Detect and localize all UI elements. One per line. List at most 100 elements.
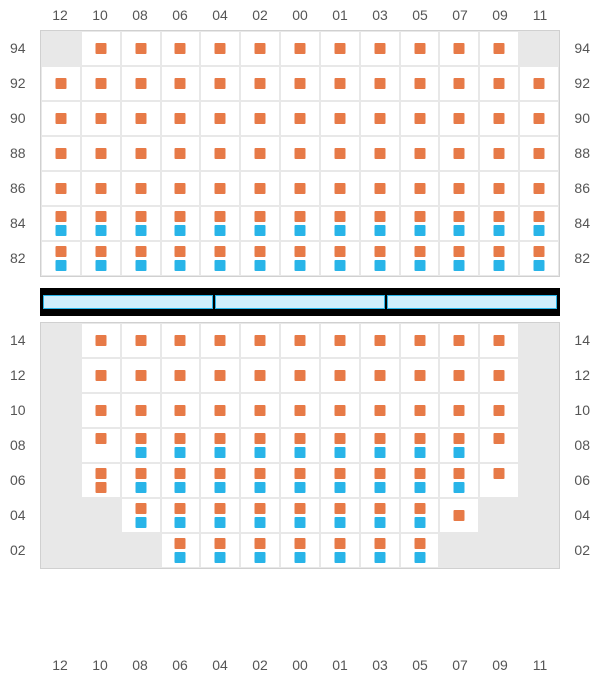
seat-cell[interactable] (161, 66, 201, 101)
seat-cell[interactable] (121, 171, 161, 206)
seat-cell[interactable] (121, 358, 161, 393)
seat-cell[interactable] (400, 463, 440, 498)
seat-cell[interactable] (400, 136, 440, 171)
seat-cell[interactable] (320, 393, 360, 428)
seat-cell[interactable] (479, 241, 519, 276)
seat-cell[interactable] (320, 171, 360, 206)
seat-cell[interactable] (240, 31, 280, 66)
seat-cell[interactable] (240, 66, 280, 101)
seat-cell[interactable] (320, 463, 360, 498)
seat-cell[interactable] (41, 66, 81, 101)
seat-cell[interactable] (81, 31, 121, 66)
seat-cell[interactable] (360, 136, 400, 171)
seat-cell[interactable] (161, 393, 201, 428)
seat-cell[interactable] (121, 31, 161, 66)
seat-cell[interactable] (121, 428, 161, 463)
seat-cell[interactable] (121, 463, 161, 498)
seat-cell[interactable] (121, 498, 161, 533)
seat-cell[interactable] (200, 428, 240, 463)
seat-cell[interactable] (439, 101, 479, 136)
seat-cell[interactable] (360, 498, 400, 533)
seat-cell[interactable] (439, 171, 479, 206)
seat-cell[interactable] (400, 101, 440, 136)
seat-cell[interactable] (439, 393, 479, 428)
seat-cell[interactable] (81, 393, 121, 428)
seat-cell[interactable] (320, 323, 360, 358)
seat-cell[interactable] (81, 171, 121, 206)
seat-cell[interactable] (200, 533, 240, 568)
seat-cell[interactable] (200, 171, 240, 206)
seat-cell[interactable] (400, 393, 440, 428)
seat-cell[interactable] (280, 136, 320, 171)
seat-cell[interactable] (240, 428, 280, 463)
seat-cell[interactable] (240, 358, 280, 393)
seat-cell[interactable] (400, 428, 440, 463)
seat-cell[interactable] (121, 136, 161, 171)
seat-cell[interactable] (360, 31, 400, 66)
seat-cell[interactable] (240, 498, 280, 533)
seat-cell[interactable] (360, 428, 400, 463)
seat-cell[interactable] (400, 241, 440, 276)
seat-cell[interactable] (200, 66, 240, 101)
seat-cell[interactable] (240, 241, 280, 276)
seat-cell[interactable] (519, 101, 559, 136)
seat-cell[interactable] (479, 136, 519, 171)
seat-cell[interactable] (400, 171, 440, 206)
seat-cell[interactable] (240, 323, 280, 358)
seat-cell[interactable] (240, 533, 280, 568)
seat-cell[interactable] (280, 428, 320, 463)
seat-cell[interactable] (320, 31, 360, 66)
seat-cell[interactable] (200, 241, 240, 276)
seat-cell[interactable] (439, 66, 479, 101)
seat-cell[interactable] (121, 241, 161, 276)
seat-cell[interactable] (240, 101, 280, 136)
seat-cell[interactable] (200, 206, 240, 241)
seat-cell[interactable] (161, 171, 201, 206)
seat-cell[interactable] (360, 241, 400, 276)
seat-cell[interactable] (280, 101, 320, 136)
seat-cell[interactable] (360, 323, 400, 358)
seat-cell[interactable] (81, 206, 121, 241)
seat-cell[interactable] (320, 358, 360, 393)
seat-cell[interactable] (200, 393, 240, 428)
seat-cell[interactable] (479, 393, 519, 428)
seat-cell[interactable] (161, 428, 201, 463)
seat-cell[interactable] (439, 241, 479, 276)
seat-cell[interactable] (439, 206, 479, 241)
seat-cell[interactable] (479, 428, 519, 463)
seat-cell[interactable] (320, 533, 360, 568)
seat-cell[interactable] (200, 31, 240, 66)
seat-cell[interactable] (240, 393, 280, 428)
seat-cell[interactable] (439, 31, 479, 66)
seat-cell[interactable] (360, 171, 400, 206)
seat-cell[interactable] (479, 206, 519, 241)
seat-cell[interactable] (519, 171, 559, 206)
seat-cell[interactable] (121, 323, 161, 358)
seat-cell[interactable] (280, 241, 320, 276)
seat-cell[interactable] (320, 66, 360, 101)
seat-cell[interactable] (41, 241, 81, 276)
seat-cell[interactable] (360, 206, 400, 241)
seat-cell[interactable] (200, 101, 240, 136)
seat-cell[interactable] (439, 323, 479, 358)
seat-cell[interactable] (400, 66, 440, 101)
seat-cell[interactable] (121, 206, 161, 241)
seat-cell[interactable] (121, 393, 161, 428)
seat-cell[interactable] (479, 171, 519, 206)
seat-cell[interactable] (81, 463, 121, 498)
seat-cell[interactable] (439, 136, 479, 171)
seat-cell[interactable] (479, 463, 519, 498)
seat-cell[interactable] (161, 136, 201, 171)
seat-cell[interactable] (280, 171, 320, 206)
seat-cell[interactable] (81, 323, 121, 358)
seat-cell[interactable] (479, 66, 519, 101)
seat-cell[interactable] (161, 463, 201, 498)
seat-cell[interactable] (400, 31, 440, 66)
seat-cell[interactable] (161, 498, 201, 533)
seat-cell[interactable] (400, 358, 440, 393)
seat-cell[interactable] (41, 136, 81, 171)
seat-cell[interactable] (360, 533, 400, 568)
seat-cell[interactable] (81, 66, 121, 101)
seat-cell[interactable] (161, 323, 201, 358)
seat-cell[interactable] (400, 206, 440, 241)
